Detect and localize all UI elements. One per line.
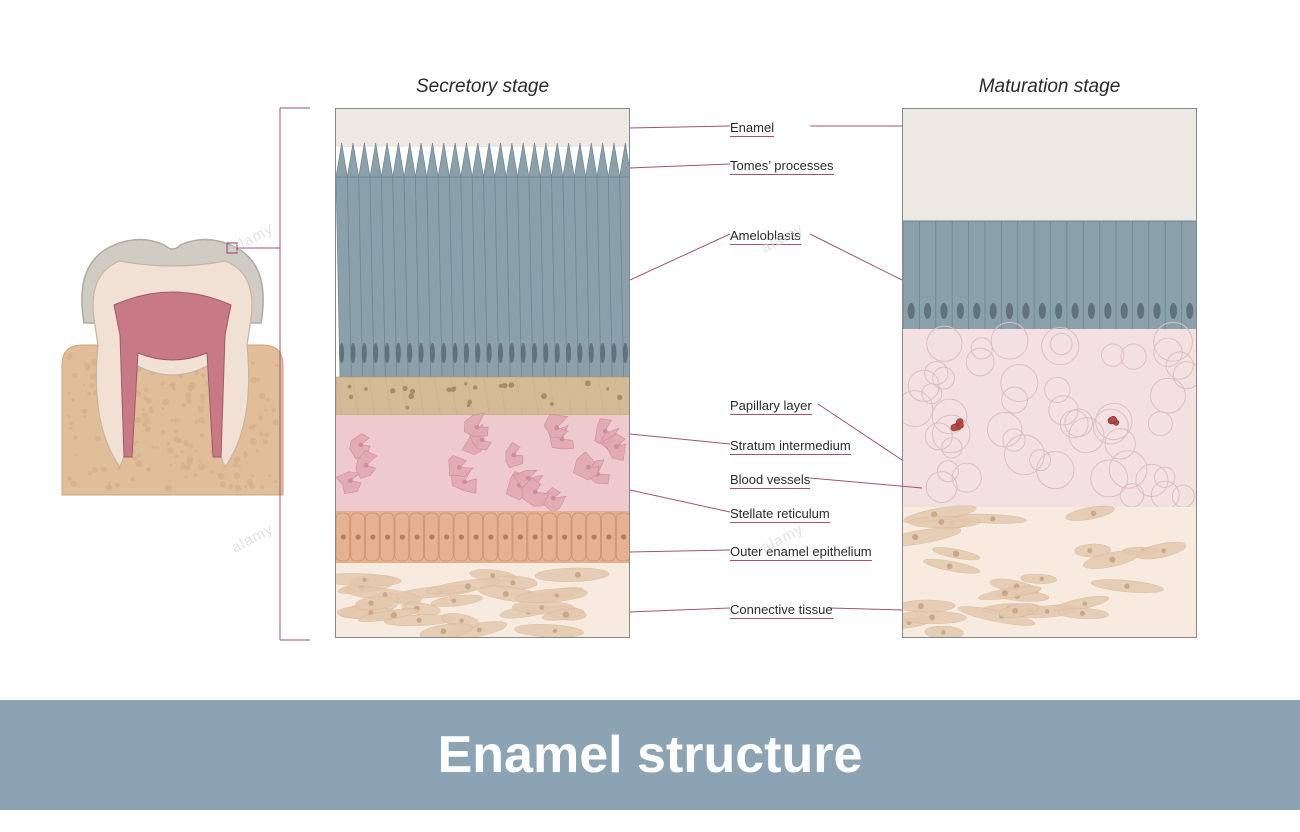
layer-label: Ameloblasts: [730, 228, 801, 245]
title-bar: Enamel structure: [0, 700, 1300, 810]
maturation-stage-diagram: [903, 109, 1197, 638]
layer-label: Enamel: [730, 120, 774, 137]
title-text: Enamel structure: [438, 725, 863, 785]
layer-label: Stellate reticulum: [730, 506, 830, 523]
secretory-stage-panel: Secretory stage: [335, 108, 630, 638]
layer-label: Stratum intermedium: [730, 438, 851, 455]
secretory-stage-title: Secretory stage: [335, 76, 630, 98]
layer-label: Tomes’ processes: [730, 158, 834, 175]
layer-label: Blood vessels: [730, 472, 810, 489]
maturation-stage-panel: Maturation stage: [902, 108, 1197, 638]
layer-label: Papillary layer: [730, 398, 812, 415]
layer-label: Outer enamel epithelium: [730, 544, 872, 561]
secretory-stage-diagram: [336, 109, 630, 638]
bracket-connector: [0, 0, 340, 700]
maturation-stage-title: Maturation stage: [902, 76, 1197, 98]
layer-label: Connective tissue: [730, 602, 833, 619]
